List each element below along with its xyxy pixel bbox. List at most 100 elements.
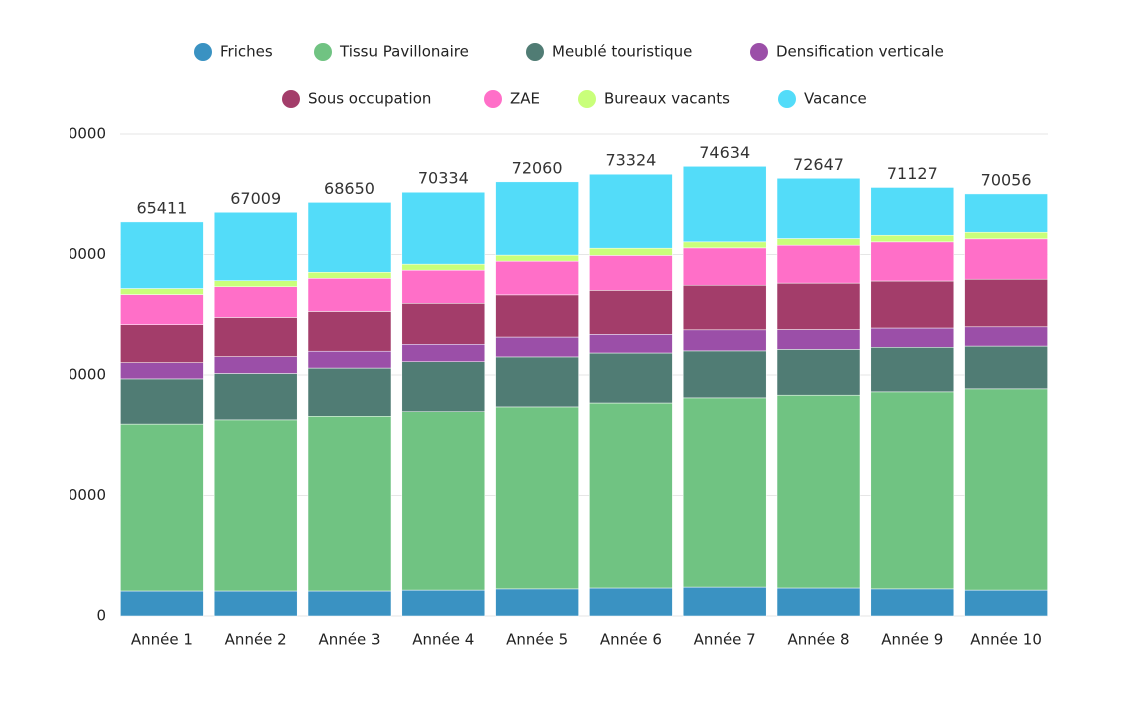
total-label: 70056 xyxy=(981,170,1032,189)
bar-segment xyxy=(401,361,486,413)
total-label: 70334 xyxy=(418,169,469,188)
legend-marker xyxy=(194,43,212,61)
bar-segment xyxy=(213,356,298,374)
bar-segment xyxy=(213,212,298,281)
total-label: 73324 xyxy=(605,151,656,170)
y-tick-label: 40000 xyxy=(58,366,106,384)
y-tick-label: 20000 xyxy=(58,486,106,504)
legend-label: Tissu Pavillonaire xyxy=(339,43,469,61)
bar-segment xyxy=(307,311,392,352)
bar-segment xyxy=(870,391,955,590)
x-tick-label: Année 6 xyxy=(600,631,662,649)
bar-segment xyxy=(776,244,861,284)
x-tick-label: Année 3 xyxy=(318,631,380,649)
bar-segment xyxy=(495,588,579,617)
bar-segment xyxy=(964,589,1048,617)
bar-segment xyxy=(120,423,204,592)
legend-marker xyxy=(282,90,300,108)
bar-segment xyxy=(401,303,486,345)
bar-segment xyxy=(964,388,1048,591)
crop xyxy=(0,120,70,630)
total-label: 72060 xyxy=(512,158,563,177)
bar-segment xyxy=(213,419,298,592)
bar-segment xyxy=(964,238,1048,280)
legend-marker xyxy=(750,43,768,61)
x-tick-label: Année 2 xyxy=(225,631,287,649)
x-tick-label: Année 8 xyxy=(787,631,849,649)
bar-segment xyxy=(682,350,767,399)
bar-segment xyxy=(870,241,955,282)
x-tick-label: Année 5 xyxy=(506,631,568,649)
bar-segment xyxy=(589,402,673,589)
bar-segment xyxy=(776,282,861,330)
bar-segment xyxy=(682,247,767,286)
bar-segment xyxy=(964,345,1048,390)
bar-segment xyxy=(401,344,486,362)
y-tick-label: 0 xyxy=(96,607,106,625)
legend-label: Meublé touristique xyxy=(552,43,692,61)
total-label: 71127 xyxy=(887,164,938,183)
y-tick-label: 60000 xyxy=(58,245,106,263)
legend-marker xyxy=(526,43,544,61)
bar-segment xyxy=(495,260,579,296)
bar-segment xyxy=(870,280,955,329)
bar-segment xyxy=(682,284,767,331)
bar-segment xyxy=(964,193,1048,233)
bar-segment xyxy=(495,406,579,590)
bar-segment xyxy=(401,269,486,304)
total-label: 67009 xyxy=(230,189,281,208)
legend-label: Bureaux vacants xyxy=(604,90,730,108)
bar-segment xyxy=(870,588,955,617)
bar-segment xyxy=(307,350,392,369)
bar-segment xyxy=(213,280,298,287)
bar-segment xyxy=(776,329,861,350)
bar-segment xyxy=(964,278,1048,328)
bar-segment xyxy=(307,367,392,417)
bar-segment xyxy=(120,288,204,295)
bar-segment xyxy=(213,317,298,357)
legend-label: Friches xyxy=(220,43,273,61)
bar-segment xyxy=(307,272,392,279)
bar-segment xyxy=(589,247,673,256)
bar-segment xyxy=(401,263,486,271)
x-tick-label: Année 7 xyxy=(694,631,756,649)
total-label: 72647 xyxy=(793,155,844,174)
total-label: 65411 xyxy=(136,198,187,217)
bar-segment xyxy=(776,394,861,589)
bar-segment xyxy=(213,590,298,617)
total-label: 74634 xyxy=(699,143,750,162)
bar-segment xyxy=(682,586,767,617)
bar-segment xyxy=(682,166,767,243)
bar-segment xyxy=(120,378,204,425)
bar-segment xyxy=(589,173,673,249)
bar-segment xyxy=(120,294,204,325)
legend-label: ZAE xyxy=(510,90,540,108)
bar-segment xyxy=(776,238,861,246)
bar-segment xyxy=(870,327,955,348)
bar-segment xyxy=(307,590,392,617)
bar-segment xyxy=(776,587,861,617)
bar-segment xyxy=(682,241,767,249)
bar-segment xyxy=(682,397,767,588)
bar-segment xyxy=(401,191,486,265)
bar-segment xyxy=(307,202,392,273)
total-label: 68650 xyxy=(324,179,375,198)
bar-segment xyxy=(870,347,955,393)
bar-segment xyxy=(589,290,673,335)
legend-label: Densification verticale xyxy=(776,43,944,61)
legend-marker xyxy=(314,43,332,61)
legend-marker xyxy=(578,90,596,108)
bar-segment xyxy=(213,286,298,318)
bar-segment xyxy=(120,362,204,380)
bar-segment xyxy=(870,234,955,243)
legend-marker xyxy=(484,90,502,108)
bar-segment xyxy=(589,352,673,404)
bar-segment xyxy=(589,587,673,617)
bar-segment xyxy=(120,590,204,617)
bar-segment xyxy=(495,294,579,338)
bar-segment xyxy=(870,187,955,236)
bar-segment xyxy=(964,326,1048,347)
bar-segment xyxy=(682,329,767,352)
y-tick-label: 80000 xyxy=(58,125,106,143)
